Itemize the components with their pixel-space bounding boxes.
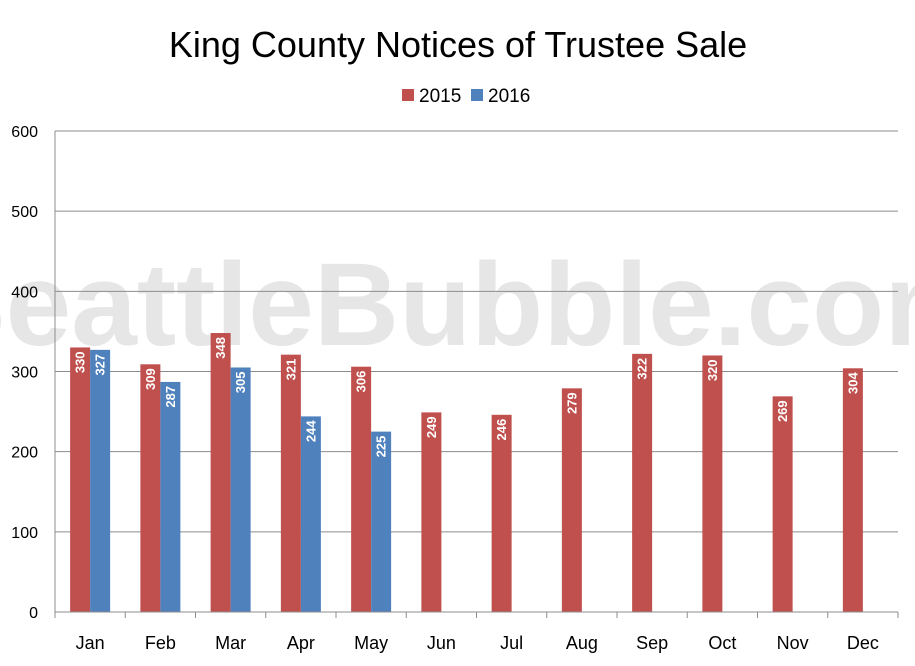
bar-2015-mar [210, 333, 231, 612]
gridlines [55, 130, 898, 533]
x-tick-label: Apr [287, 633, 315, 653]
x-tick-label: Dec [847, 633, 879, 653]
bar-2016-mar [230, 367, 251, 612]
data-label: 321 [283, 359, 298, 381]
watermark: SeattleBubble.com [0, 239, 915, 371]
legend-label: 2016 [488, 86, 530, 107]
x-tick-label: Jan [76, 633, 105, 653]
bar-2015-nov [772, 396, 793, 612]
y-tick-label: 400 [11, 284, 38, 301]
data-label: 305 [233, 371, 248, 393]
data-label: 322 [635, 358, 650, 380]
x-tick-label: Aug [566, 633, 598, 653]
bar-2015-feb [140, 364, 161, 612]
x-tick-label: Jun [427, 633, 456, 653]
legend-swatch [471, 89, 483, 101]
chart-title: King County Notices of Trustee Sale [169, 24, 747, 65]
x-tick-label: Sep [636, 633, 668, 653]
data-label: 244 [303, 420, 318, 442]
data-label: 269 [775, 400, 790, 422]
bar-2015-dec [842, 368, 863, 612]
bar-2015-oct [702, 355, 723, 612]
bar-2016-apr [300, 416, 321, 612]
data-label: 279 [564, 392, 579, 414]
x-tick-label: Jul [500, 633, 523, 653]
x-axis: Jan Feb Mar Apr May Jun Jul Aug Sep Oct Nov Dec [54, 131, 899, 653]
data-label: 320 [705, 359, 720, 381]
data-label: 287 [163, 386, 178, 408]
legend: 2015 2016 [402, 86, 530, 107]
bar-2016-feb [160, 381, 181, 612]
legend-label: 2015 [419, 86, 461, 107]
x-tick-label: Feb [145, 633, 176, 653]
x-tick-label: May [354, 633, 388, 653]
bar-2015-apr [280, 354, 301, 612]
bar-2016-jan [90, 349, 111, 612]
bar-2015-jul [491, 414, 512, 612]
x-tick-label: Mar [215, 633, 246, 653]
data-label: 309 [143, 368, 158, 390]
x-tick-label: Nov [777, 633, 809, 653]
data-label: 348 [213, 337, 228, 359]
data-label: 304 [845, 372, 860, 394]
data-label: 330 [73, 351, 88, 373]
x-tick-label: Oct [708, 633, 736, 653]
bar-2015-jan [70, 347, 91, 612]
legend-swatch [402, 89, 414, 101]
data-label: 225 [374, 436, 389, 458]
data-label: 306 [354, 371, 369, 393]
bar-2015-may [351, 366, 372, 612]
bar-2015-sep [632, 353, 653, 612]
bars: 330 309 348 321 306 249 246 279 322 320 269 304 327 2… [70, 333, 863, 612]
y-tick-label: 600 [11, 124, 38, 141]
data-label: 327 [93, 354, 108, 376]
bar-2015-jun [421, 412, 442, 612]
y-tick-label: 0 [29, 605, 38, 622]
bar-2015-aug [561, 388, 582, 612]
y-tick-label: 100 [11, 525, 38, 542]
bar-2016-may [371, 431, 392, 612]
data-label: 246 [494, 419, 509, 441]
y-tick-label: 300 [11, 365, 38, 382]
data-label: 249 [424, 416, 439, 438]
y-tick-label: 500 [11, 204, 38, 221]
y-axis-ticks: 0 100 200 300 400 500 600 [11, 124, 38, 622]
y-tick-label: 200 [11, 445, 38, 462]
